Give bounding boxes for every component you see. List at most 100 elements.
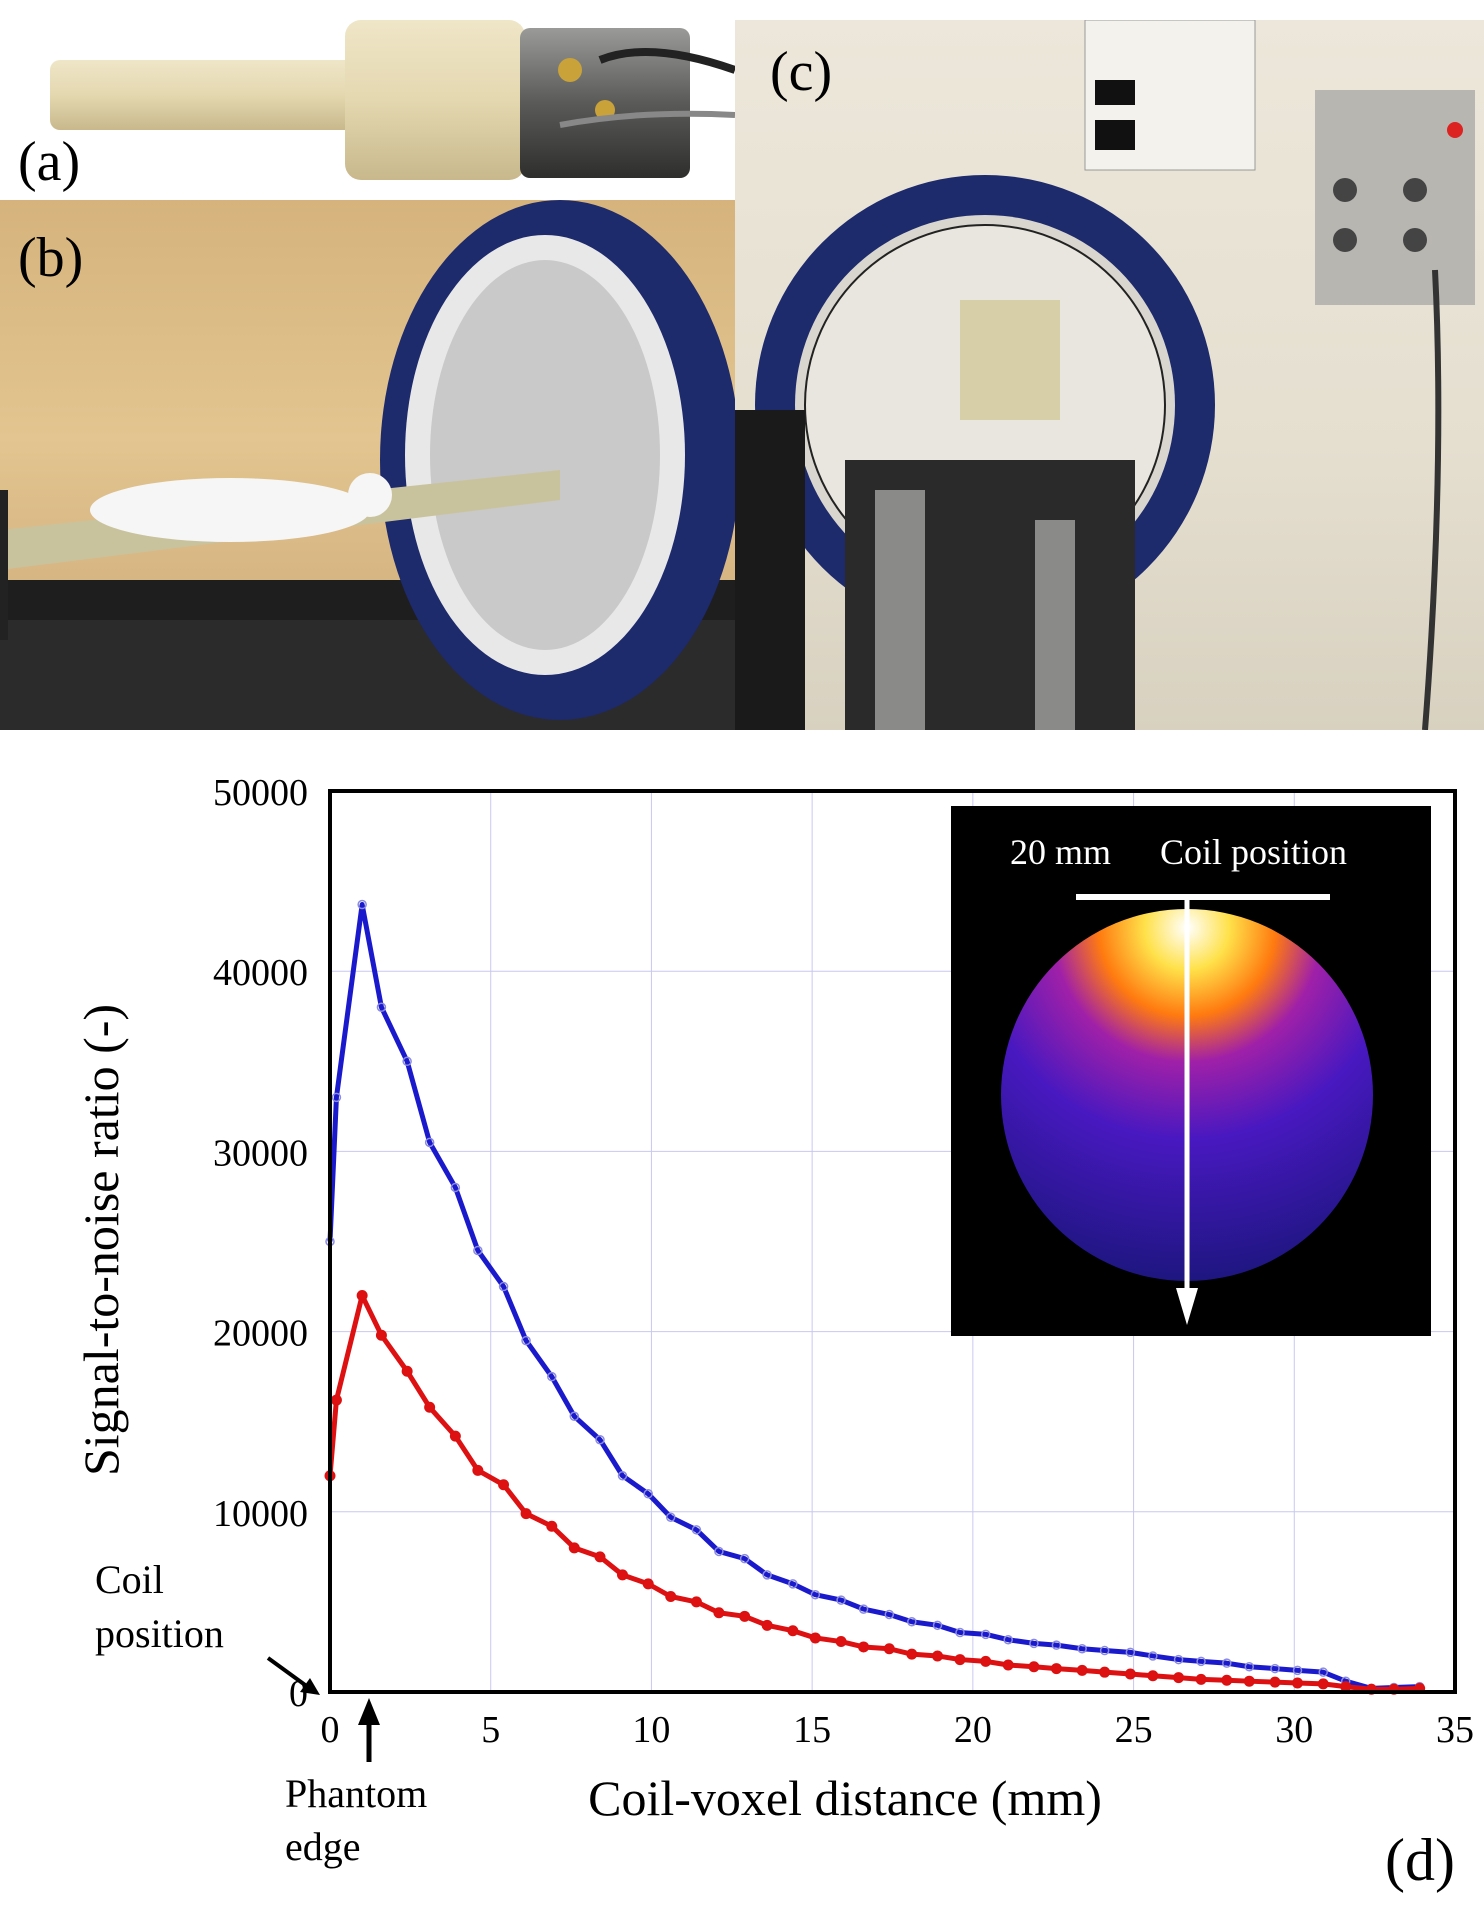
- rat: [90, 478, 370, 542]
- data-point: [595, 1434, 605, 1445]
- data-point: [980, 1655, 992, 1667]
- data-point: [546, 1520, 558, 1532]
- data-point: [1051, 1640, 1062, 1650]
- x-tick-label: 30: [1275, 1709, 1313, 1751]
- magnet-back-drawing: [735, 20, 1475, 730]
- inset-coil-label: Coil position: [1160, 832, 1347, 872]
- phantom-edge-annotation-line2: edge: [285, 1824, 361, 1869]
- coil-photo-drawing: [50, 20, 735, 180]
- data-point: [810, 1589, 821, 1600]
- data-point: [1099, 1645, 1110, 1656]
- data-point: [1292, 1677, 1303, 1689]
- data-point: [1221, 1674, 1233, 1686]
- y-tick-label: 40000: [213, 952, 308, 994]
- data-point: [449, 1430, 461, 1442]
- coil-mount: [960, 300, 1060, 420]
- data-point: [761, 1619, 773, 1631]
- data-point: [739, 1553, 750, 1564]
- magnet-back-photo: [735, 20, 1484, 730]
- data-point: [1099, 1666, 1111, 1678]
- data-point: [809, 1632, 821, 1644]
- data-point: [932, 1620, 943, 1631]
- data-point: [357, 899, 367, 910]
- x-tick-label: 20: [954, 1709, 992, 1751]
- y-tick-label: 20000: [213, 1313, 308, 1355]
- data-point: [713, 1607, 725, 1619]
- data-point: [594, 1551, 606, 1563]
- data-point: [1195, 1673, 1207, 1685]
- data-point: [617, 1471, 628, 1481]
- data-point: [1292, 1665, 1303, 1676]
- data-point: [883, 1643, 895, 1655]
- data-point: [1317, 1678, 1329, 1690]
- y-tick-label: 10000: [213, 1493, 308, 1535]
- data-point: [1077, 1644, 1087, 1654]
- data-point: [424, 1401, 436, 1413]
- inset-image: 20 mm Coil position: [951, 806, 1431, 1336]
- data-point: [954, 1654, 966, 1666]
- series: [324, 899, 1426, 1695]
- data-point: [762, 1570, 772, 1580]
- data-point: [1050, 1663, 1062, 1675]
- data-point: [1028, 1661, 1040, 1673]
- data-point: [498, 1281, 509, 1292]
- data-point: [1076, 1664, 1088, 1676]
- x-tick-label: 35: [1436, 1709, 1474, 1751]
- data-point: [1125, 1647, 1136, 1658]
- data-point: [331, 1092, 342, 1103]
- data-point: [1270, 1663, 1280, 1674]
- data-point: [1318, 1667, 1328, 1677]
- data-point: [401, 1365, 413, 1377]
- coil-rod: [50, 60, 360, 130]
- data-point: [836, 1595, 846, 1605]
- data-point: [1148, 1651, 1158, 1661]
- data-point: [424, 1137, 435, 1148]
- data-point: [739, 1610, 751, 1622]
- x-tick-label: 0: [321, 1709, 340, 1751]
- data-point: [356, 1290, 368, 1302]
- x-tick-label: 25: [1115, 1709, 1153, 1751]
- data-point: [1147, 1670, 1159, 1682]
- plot-frame: [328, 789, 1457, 1694]
- data-point: [665, 1590, 677, 1602]
- data-point: [617, 1569, 628, 1581]
- data-point: [376, 1002, 387, 1012]
- data-point: [1243, 1675, 1255, 1687]
- data-point: [1244, 1662, 1255, 1672]
- snr-chart-svg: 20 mm Coil position 0 5 10 15 20 25 30 35010000…: [73, 772, 1474, 1893]
- data-point: [787, 1625, 799, 1637]
- panel-label-a: (a): [18, 131, 81, 193]
- y-tick-label: 30000: [213, 1132, 308, 1174]
- x-axis-label: Coil-voxel distance (mm): [588, 1770, 1102, 1826]
- data-point: [665, 1512, 676, 1522]
- data-point: [788, 1579, 798, 1589]
- x-tick-label: 5: [481, 1709, 500, 1751]
- profile-arrow-head: [1176, 1288, 1198, 1325]
- scanner-photo-drawing: [0, 200, 735, 730]
- data-point: [858, 1641, 870, 1653]
- data-point: [1269, 1676, 1281, 1688]
- data-point: [473, 1245, 483, 1256]
- coil-position-annotation-line1: Coil: [95, 1557, 164, 1602]
- panel-label-c: (c): [770, 41, 833, 103]
- data-point: [907, 1616, 917, 1627]
- data-point: [1173, 1672, 1185, 1684]
- data-point: [1173, 1654, 1184, 1665]
- data-point: [375, 1329, 387, 1341]
- data-point: [980, 1629, 991, 1640]
- data-point: [835, 1636, 847, 1648]
- series-line-2: [327, 1293, 1420, 1692]
- data-point: [906, 1648, 918, 1660]
- data-point: [642, 1578, 654, 1590]
- data-point: [955, 1627, 965, 1638]
- data-point: [690, 1596, 702, 1608]
- panel-label-d: (d): [1385, 1827, 1455, 1893]
- coil-position-annotation-line2: position: [95, 1611, 224, 1656]
- data-point: [691, 1525, 702, 1535]
- series-line-1: [327, 902, 1420, 1691]
- coil-position-arrow-line: [266, 1656, 314, 1692]
- data-point: [932, 1650, 943, 1662]
- panel-label-b: (b): [18, 227, 84, 289]
- coil-photo: [0, 0, 735, 200]
- data-point: [569, 1411, 580, 1422]
